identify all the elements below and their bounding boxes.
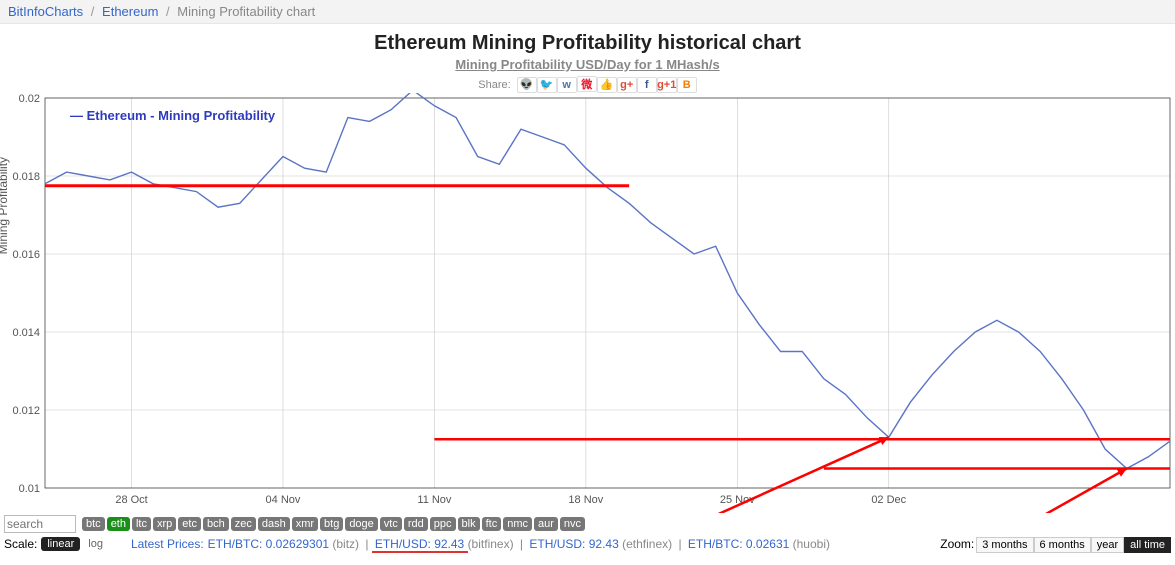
coin-pill-group: btcethltcxrpetcbchzecdashxmrbtgdogevtcrd… — [82, 517, 585, 531]
coin-pill-eth[interactable]: eth — [107, 517, 130, 531]
breadcrumb-ethereum[interactable]: Ethereum — [102, 4, 158, 19]
scale-linear-button[interactable]: linear — [41, 537, 80, 551]
price-list: ETH/BTC: 0.02629301 (bitz) | ETH/USD: 92… — [208, 537, 830, 551]
share-bar: Share: 👽🐦w微👍g+fg+1B — [0, 76, 1175, 93]
footer-row: Scale: linear log Latest Prices: ETH/BTC… — [0, 535, 1175, 553]
coin-pill-btc[interactable]: btc — [82, 517, 105, 531]
coin-pill-xrp[interactable]: xrp — [153, 517, 176, 531]
gplus-icon[interactable]: g+ — [617, 77, 637, 93]
zoom-6-months[interactable]: 6 months — [1034, 537, 1091, 553]
svg-text:0.012: 0.012 — [12, 405, 40, 417]
price-pair[interactable]: ETH/USD: 92.43 — [372, 537, 468, 553]
coin-pill-nmc[interactable]: nmc — [503, 517, 532, 531]
svg-text:18 Nov: 18 Nov — [568, 494, 603, 506]
price-exchange: (bitfinex) — [468, 537, 517, 551]
page-subtitle[interactable]: Mining Profitability USD/Day for 1 MHash… — [0, 57, 1175, 72]
reddit-icon[interactable]: 👽 — [517, 77, 537, 93]
coin-pill-bch[interactable]: bch — [203, 517, 229, 531]
zoom-year[interactable]: year — [1091, 537, 1124, 553]
coin-selector-row: btcethltcxrpetcbchzecdashxmrbtgdogevtcrd… — [0, 513, 1175, 535]
coin-pill-vtc[interactable]: vtc — [380, 517, 402, 531]
coin-pill-nvc[interactable]: nvc — [560, 517, 585, 531]
gplus1-icon[interactable]: g+1 — [657, 77, 677, 93]
blogger-icon[interactable]: B — [677, 77, 697, 93]
svg-text:0.014: 0.014 — [12, 327, 40, 339]
svg-text:0.01: 0.01 — [19, 483, 40, 495]
scale-log-button[interactable]: log — [84, 537, 107, 551]
breadcrumb-current: Mining Profitability chart — [177, 4, 315, 19]
share-label: Share: — [478, 79, 510, 91]
chart-legend: — Ethereum - Mining Profitability — [70, 108, 276, 123]
svg-text:02 Dec: 02 Dec — [871, 494, 906, 506]
svg-text:04 Nov: 04 Nov — [266, 494, 301, 506]
weibo-icon[interactable]: 微 — [577, 76, 597, 92]
svg-text:0.018: 0.018 — [12, 171, 40, 183]
fb-icon[interactable]: f — [637, 77, 657, 93]
price-pair[interactable]: ETH/BTC: 0.02631 — [685, 537, 793, 551]
coin-pill-blk[interactable]: blk — [458, 517, 480, 531]
coin-pill-zec[interactable]: zec — [231, 517, 256, 531]
twitter-icon[interactable]: 🐦 — [537, 77, 557, 93]
breadcrumb: BitInfoCharts / Ethereum / Mining Profit… — [0, 0, 1175, 24]
coin-pill-doge[interactable]: doge — [345, 517, 377, 531]
zoom-3-months[interactable]: 3 months — [976, 537, 1033, 553]
svg-text:0.016: 0.016 — [12, 249, 40, 261]
price-exchange: (bitz) — [332, 537, 362, 551]
line-chart: 0.01 0.012 0.014 0.016 0.018 0.02 28 Oct 04 Nov… — [0, 93, 1175, 513]
latest-prices-label: Latest Prices: — [131, 537, 204, 551]
coin-pill-xmr[interactable]: xmr — [292, 517, 318, 531]
scale-label: Scale: — [4, 537, 37, 551]
zoom-all-time[interactable]: all time — [1124, 537, 1171, 553]
like-icon[interactable]: 👍 — [597, 77, 617, 93]
price-pair[interactable]: ETH/BTC: 0.02629301 — [208, 537, 333, 551]
breadcrumb-root[interactable]: BitInfoCharts — [8, 4, 83, 19]
title-block: Ethereum Mining Profitability historical… — [0, 32, 1175, 93]
price-pair[interactable]: ETH/USD: 92.43 — [526, 537, 622, 551]
coin-pill-aur[interactable]: aur — [534, 517, 558, 531]
vk-icon[interactable]: w — [557, 77, 577, 93]
breadcrumb-sep: / — [91, 4, 95, 19]
svg-text:11 Nov: 11 Nov — [417, 494, 452, 506]
coin-pill-etc[interactable]: etc — [178, 517, 201, 531]
coin-pill-ltc[interactable]: ltc — [132, 517, 151, 531]
page-title: Ethereum Mining Profitability historical… — [0, 32, 1175, 55]
price-exchange: (huobi) — [793, 537, 830, 551]
chart-container: Mining Profitability 0.010.0120.0140.016… — [0, 93, 1175, 513]
svg-text:28 Oct: 28 Oct — [115, 494, 147, 506]
svg-text:0.02: 0.02 — [19, 93, 40, 105]
coin-pill-ppc[interactable]: ppc — [430, 517, 456, 531]
zoom-label: Zoom: — [940, 537, 974, 551]
coin-pill-btg[interactable]: btg — [320, 517, 343, 531]
zoom-group: Zoom: 3 months6 monthsyearall time — [940, 537, 1171, 551]
price-exchange: (ethfinex) — [622, 537, 675, 551]
coin-pill-dash[interactable]: dash — [258, 517, 290, 531]
coin-pill-ftc[interactable]: ftc — [482, 517, 502, 531]
breadcrumb-sep: / — [166, 4, 170, 19]
coin-pill-rdd[interactable]: rdd — [404, 517, 428, 531]
search-input[interactable] — [4, 515, 76, 533]
